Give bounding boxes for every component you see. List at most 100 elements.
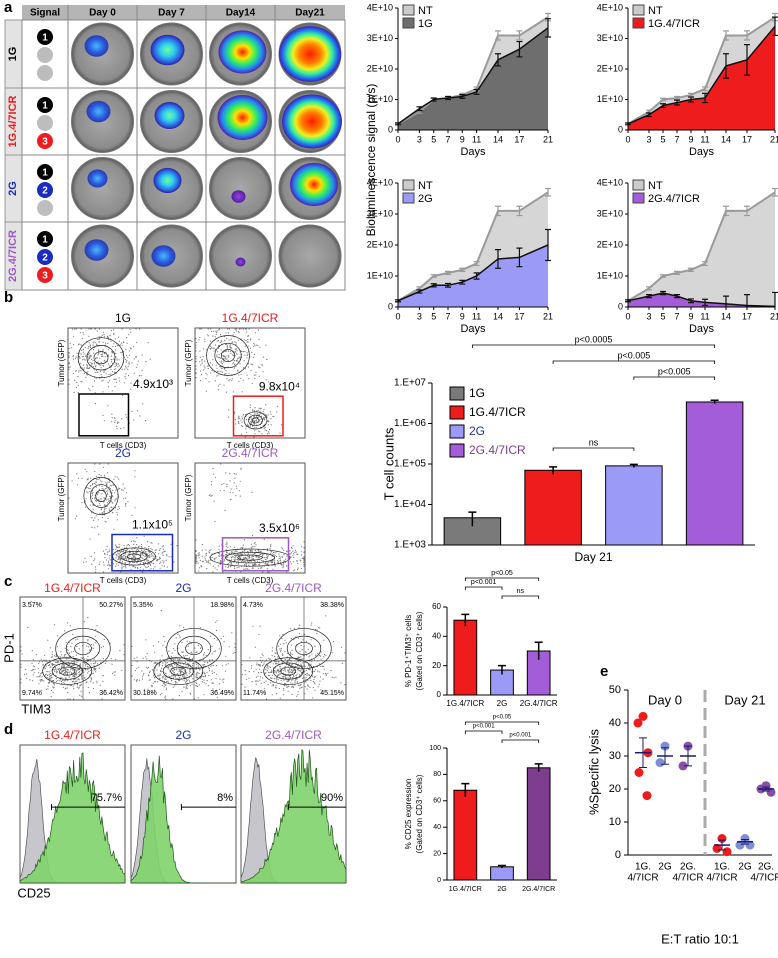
flow-dot bbox=[113, 378, 115, 380]
flow-dot bbox=[244, 413, 246, 416]
flow-dot bbox=[276, 693, 278, 695]
flow-dot bbox=[245, 426, 247, 428]
flow-dot bbox=[319, 655, 321, 657]
flow-dot bbox=[314, 676, 316, 678]
flow-dot bbox=[201, 555, 203, 557]
flow-dot bbox=[129, 551, 131, 554]
flow-dot bbox=[226, 344, 228, 346]
flow-dot bbox=[199, 337, 201, 339]
flow-dot bbox=[58, 669, 60, 671]
flow-dot bbox=[100, 374, 102, 376]
flow-dot bbox=[216, 664, 218, 667]
flow-dot bbox=[274, 555, 276, 557]
flow-dot bbox=[208, 674, 210, 677]
error-bar bbox=[772, 16, 778, 37]
flow-dot bbox=[224, 356, 226, 358]
flow-dot bbox=[93, 519, 95, 522]
flow-dot bbox=[124, 368, 126, 370]
flow-dot bbox=[148, 671, 151, 674]
flow-dot bbox=[98, 328, 101, 330]
flow-dot bbox=[235, 328, 237, 330]
flow-dot bbox=[125, 358, 127, 360]
flow-dot bbox=[317, 652, 319, 655]
flow-dot bbox=[238, 557, 241, 559]
flow-dot bbox=[246, 351, 248, 354]
flow-dot bbox=[98, 488, 100, 490]
flow-dot bbox=[162, 548, 164, 550]
flow-dot bbox=[237, 563, 239, 565]
flow-dot bbox=[125, 377, 127, 379]
plot-title: 2G.4/7ICR bbox=[265, 581, 322, 595]
flow-dot bbox=[80, 669, 82, 672]
flow-dot bbox=[319, 680, 321, 682]
flow-dot bbox=[340, 646, 343, 648]
flow-dot bbox=[161, 565, 163, 567]
flow-dot bbox=[248, 677, 250, 679]
error-bar bbox=[660, 274, 666, 278]
flow-dot bbox=[165, 681, 168, 683]
flow-dot bbox=[118, 546, 121, 548]
flow-dot bbox=[200, 647, 202, 649]
flow-dot bbox=[301, 557, 303, 560]
flow-dot bbox=[141, 554, 143, 556]
flow-dot bbox=[86, 487, 88, 489]
flow-dot bbox=[316, 632, 318, 635]
flow-dot bbox=[212, 688, 214, 690]
flow-dot bbox=[294, 569, 296, 571]
flow-dot bbox=[238, 415, 240, 417]
flow-dot bbox=[158, 664, 160, 667]
flow-dot bbox=[310, 679, 312, 682]
signal-number: 2 bbox=[42, 186, 48, 197]
flow-dot bbox=[110, 484, 112, 486]
flow-dot bbox=[199, 559, 201, 562]
y-axis-label: Bioluminescence signal (p/s) bbox=[364, 84, 378, 237]
flow-dot bbox=[77, 665, 79, 668]
flow-dot bbox=[128, 361, 130, 363]
flow-dot bbox=[259, 431, 261, 433]
flow-dot bbox=[250, 363, 252, 365]
flow-dot bbox=[271, 694, 273, 696]
flow-dot bbox=[144, 551, 146, 554]
flow-dot bbox=[117, 564, 119, 566]
flow-dot bbox=[181, 671, 183, 673]
flow-dot bbox=[102, 364, 104, 366]
flow-dot bbox=[213, 500, 215, 502]
flow-dot bbox=[256, 560, 259, 563]
flow-dot bbox=[107, 386, 109, 388]
error-bar bbox=[723, 53, 729, 79]
flow-dot bbox=[67, 669, 69, 671]
x-tick-label: 14 bbox=[721, 311, 731, 321]
flow-dot bbox=[173, 668, 176, 670]
flow-dot bbox=[226, 543, 228, 545]
flow-dot bbox=[279, 677, 281, 680]
flow-dot bbox=[62, 679, 64, 681]
flow-dot bbox=[274, 671, 276, 673]
flow-dot bbox=[107, 564, 109, 567]
flow-dot bbox=[142, 550, 144, 552]
flow-dot bbox=[103, 336, 106, 338]
flow-dot bbox=[290, 644, 292, 646]
flow-dot bbox=[184, 681, 186, 683]
bar bbox=[524, 469, 582, 546]
flow-dot bbox=[269, 666, 271, 669]
flow-dot bbox=[72, 356, 74, 358]
y-tick-label: 0 bbox=[388, 124, 393, 134]
flow-dot bbox=[263, 412, 265, 414]
flow-dot bbox=[235, 423, 237, 425]
flow-dot bbox=[41, 672, 43, 674]
flow-dot bbox=[256, 412, 258, 414]
flow-dot bbox=[168, 650, 170, 652]
flow-dot bbox=[116, 476, 118, 478]
flow-dot bbox=[286, 680, 288, 682]
flow-dot bbox=[133, 372, 135, 374]
flow-dot bbox=[94, 371, 96, 374]
flow-dot bbox=[266, 563, 268, 565]
legend-swatch bbox=[632, 17, 645, 29]
flow-dot bbox=[195, 675, 197, 678]
flow-dot bbox=[220, 349, 222, 351]
flow-dot bbox=[227, 347, 229, 349]
flow-dot bbox=[206, 560, 208, 562]
error-bar bbox=[674, 95, 680, 101]
flow-dot bbox=[150, 547, 152, 550]
flow-dot bbox=[75, 328, 77, 330]
